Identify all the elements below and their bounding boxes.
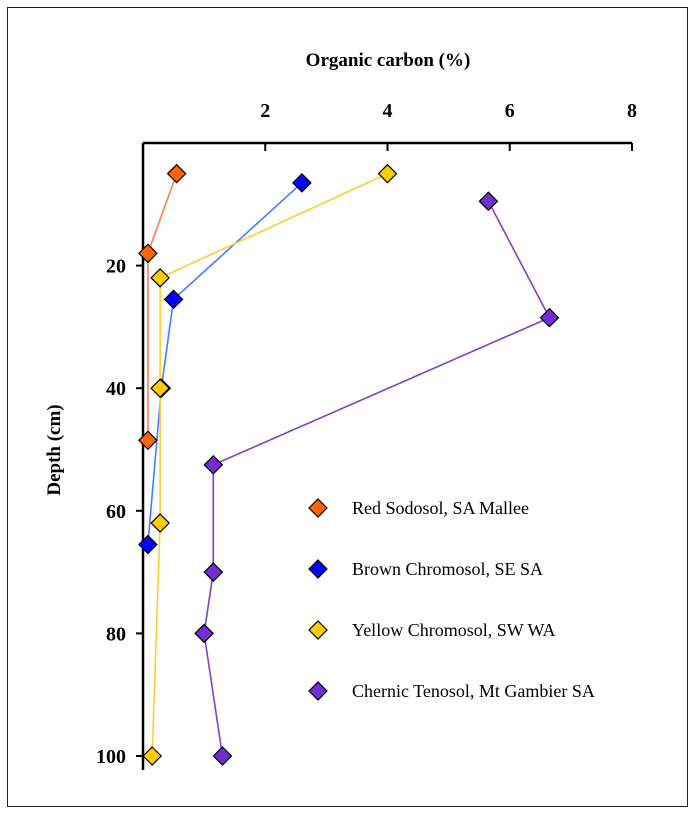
x-tick-label: 4	[383, 100, 393, 122]
data-point	[194, 623, 214, 644]
axes: 2 4 6 8 20 40 60 80 100	[96, 100, 637, 770]
y-tick-label: 80	[106, 623, 126, 645]
series-line	[147, 182, 303, 545]
x-tick-label: 8	[627, 100, 637, 122]
y-tick-label: 60	[106, 501, 126, 523]
legend-label: Yellow Chromosol, SW WA	[352, 620, 556, 640]
data-point	[138, 243, 158, 264]
data-point	[203, 562, 224, 582]
y-tick-label: 20	[106, 256, 126, 278]
legend-label: Red Sodosol, SA Mallee	[352, 498, 529, 518]
series-markers	[138, 163, 560, 766]
legend-marker	[308, 498, 328, 518]
legend: Red Sodosol, SA Mallee Brown Chromosol, S…	[308, 498, 595, 701]
data-point	[377, 163, 398, 184]
y-axis-title: Depth (cm)	[44, 404, 65, 495]
data-point	[166, 163, 187, 184]
series-line	[203, 200, 551, 757]
data-point	[539, 307, 560, 328]
data-point	[138, 430, 158, 451]
data-point	[150, 513, 170, 533]
data-point	[150, 268, 170, 288]
legend-marker	[308, 559, 328, 579]
x-tick-label: 2	[260, 100, 270, 122]
chart-frame	[7, 7, 688, 807]
data-point	[478, 191, 499, 212]
data-point	[212, 746, 233, 766]
data-point	[142, 746, 163, 766]
data-point	[138, 534, 158, 555]
legend-label: Chernic Tenosol, Mt Gambier SA	[352, 681, 595, 701]
data-point	[163, 289, 184, 310]
y-tick-label: 100	[96, 746, 126, 768]
legend-label: Brown Chromosol, SE SA	[352, 559, 543, 579]
y-tick-label: 40	[106, 378, 126, 400]
x-tick-label: 6	[505, 100, 515, 122]
data-point	[292, 172, 312, 193]
legend-marker	[308, 620, 328, 640]
x-axis-title: Organic carbon (%)	[306, 50, 471, 71]
series-line	[151, 172, 388, 757]
legend-marker	[308, 681, 328, 701]
data-point	[203, 454, 224, 475]
data-point	[150, 378, 170, 399]
